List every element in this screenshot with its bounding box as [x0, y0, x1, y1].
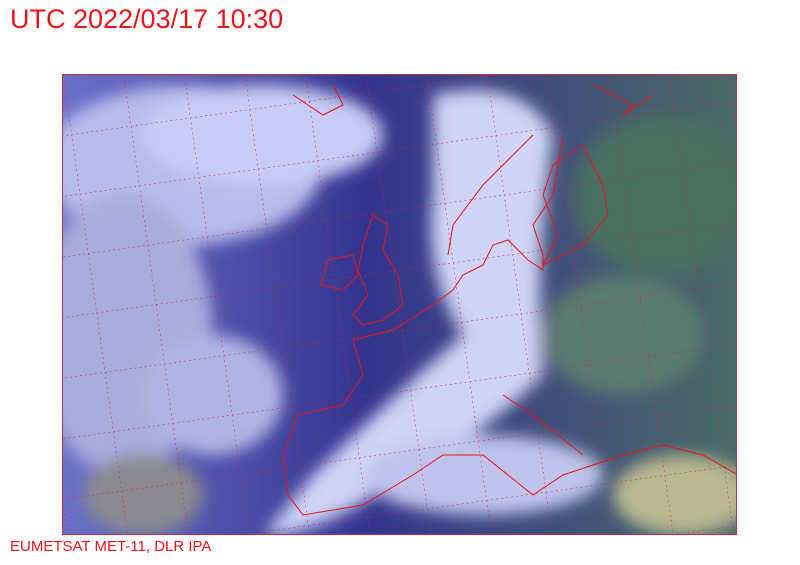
timestamp-title: UTC 2022/03/17 10:30: [10, 4, 284, 34]
lat-lon-grid: [63, 75, 736, 534]
data-source-credit: EUMETSAT MET-11, DLR IPA: [10, 538, 212, 555]
coast-iceland: [292, 84, 344, 116]
coast-finland: [592, 84, 654, 116]
satellite-image: [63, 75, 736, 534]
coast-ireland: [320, 254, 359, 291]
coast-continent: [352, 134, 564, 341]
coast-baltic: [541, 144, 609, 267]
satellite-map: [62, 74, 737, 535]
coast-norway: [447, 134, 534, 256]
coast-great-britain: [352, 214, 404, 326]
coastlines: [282, 84, 736, 516]
coast-adriatic: [502, 394, 584, 456]
coast-iberia-mediterranean: [282, 339, 736, 516]
